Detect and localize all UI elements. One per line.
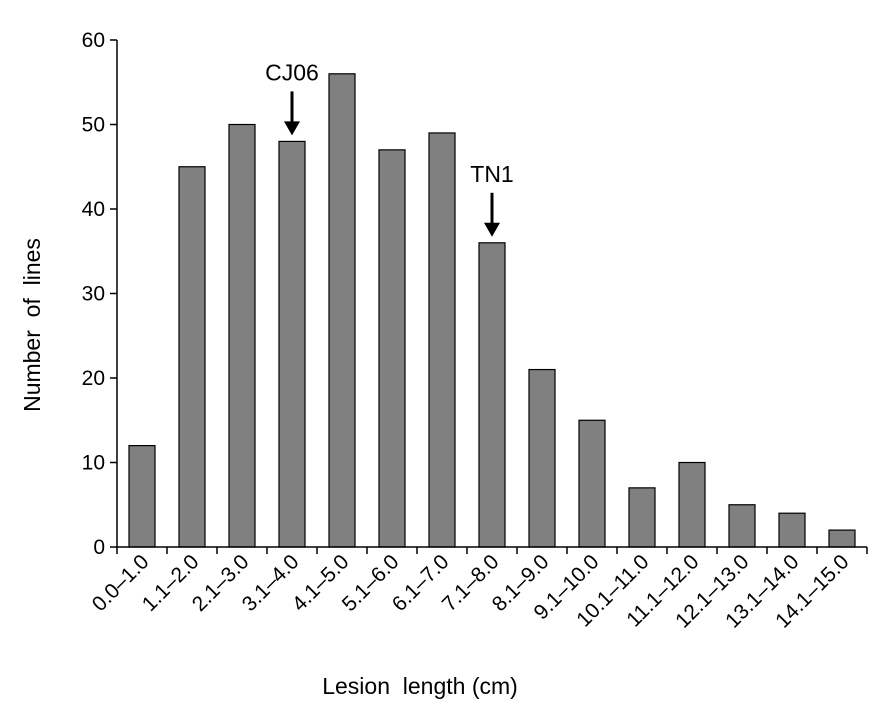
y-tick-label: 40	[82, 198, 105, 221]
bar-7	[428, 132, 456, 548]
y-tick-label: 60	[82, 29, 105, 52]
y-tick-label: 0	[93, 536, 105, 559]
bar-12	[678, 461, 706, 548]
bar-2	[178, 166, 206, 548]
down-arrow-icon	[484, 222, 500, 237]
y-tick-label: 30	[82, 283, 105, 306]
x-axis-title: Lesion length (cm)	[322, 673, 518, 699]
bar-15	[828, 529, 856, 548]
bar-9	[528, 368, 556, 548]
annotations-group: CJ06 TN1	[265, 59, 514, 237]
bar-10	[578, 419, 606, 548]
bar-3	[228, 123, 256, 548]
down-arrow-icon	[284, 121, 300, 136]
bar-6	[378, 149, 406, 548]
x-ticks-group: 0.0–1.01.1–2.02.1–3.03.1–4.04.1–5.05.1–6…	[88, 547, 868, 633]
bar-11	[628, 487, 656, 548]
annotation-label: CJ06	[265, 59, 319, 85]
bar-4	[278, 140, 306, 548]
bar-1	[128, 445, 156, 548]
bar-8	[478, 242, 506, 548]
bar-13	[728, 504, 756, 548]
y-ticks-group: 0 10 20 30 40 50 60	[82, 29, 117, 559]
y-tick-label: 20	[82, 367, 105, 390]
y-axis-title: Number of lines	[19, 238, 45, 412]
annotation-label: TN1	[470, 161, 513, 187]
annotation-tn1: TN1	[470, 161, 514, 237]
y-tick-label: 10	[82, 452, 105, 475]
bar-5	[328, 73, 356, 548]
bar-14	[778, 512, 806, 548]
annotation-cj06: CJ06	[265, 59, 319, 136]
y-tick-label: 50	[82, 114, 105, 137]
bars-group	[128, 73, 856, 548]
